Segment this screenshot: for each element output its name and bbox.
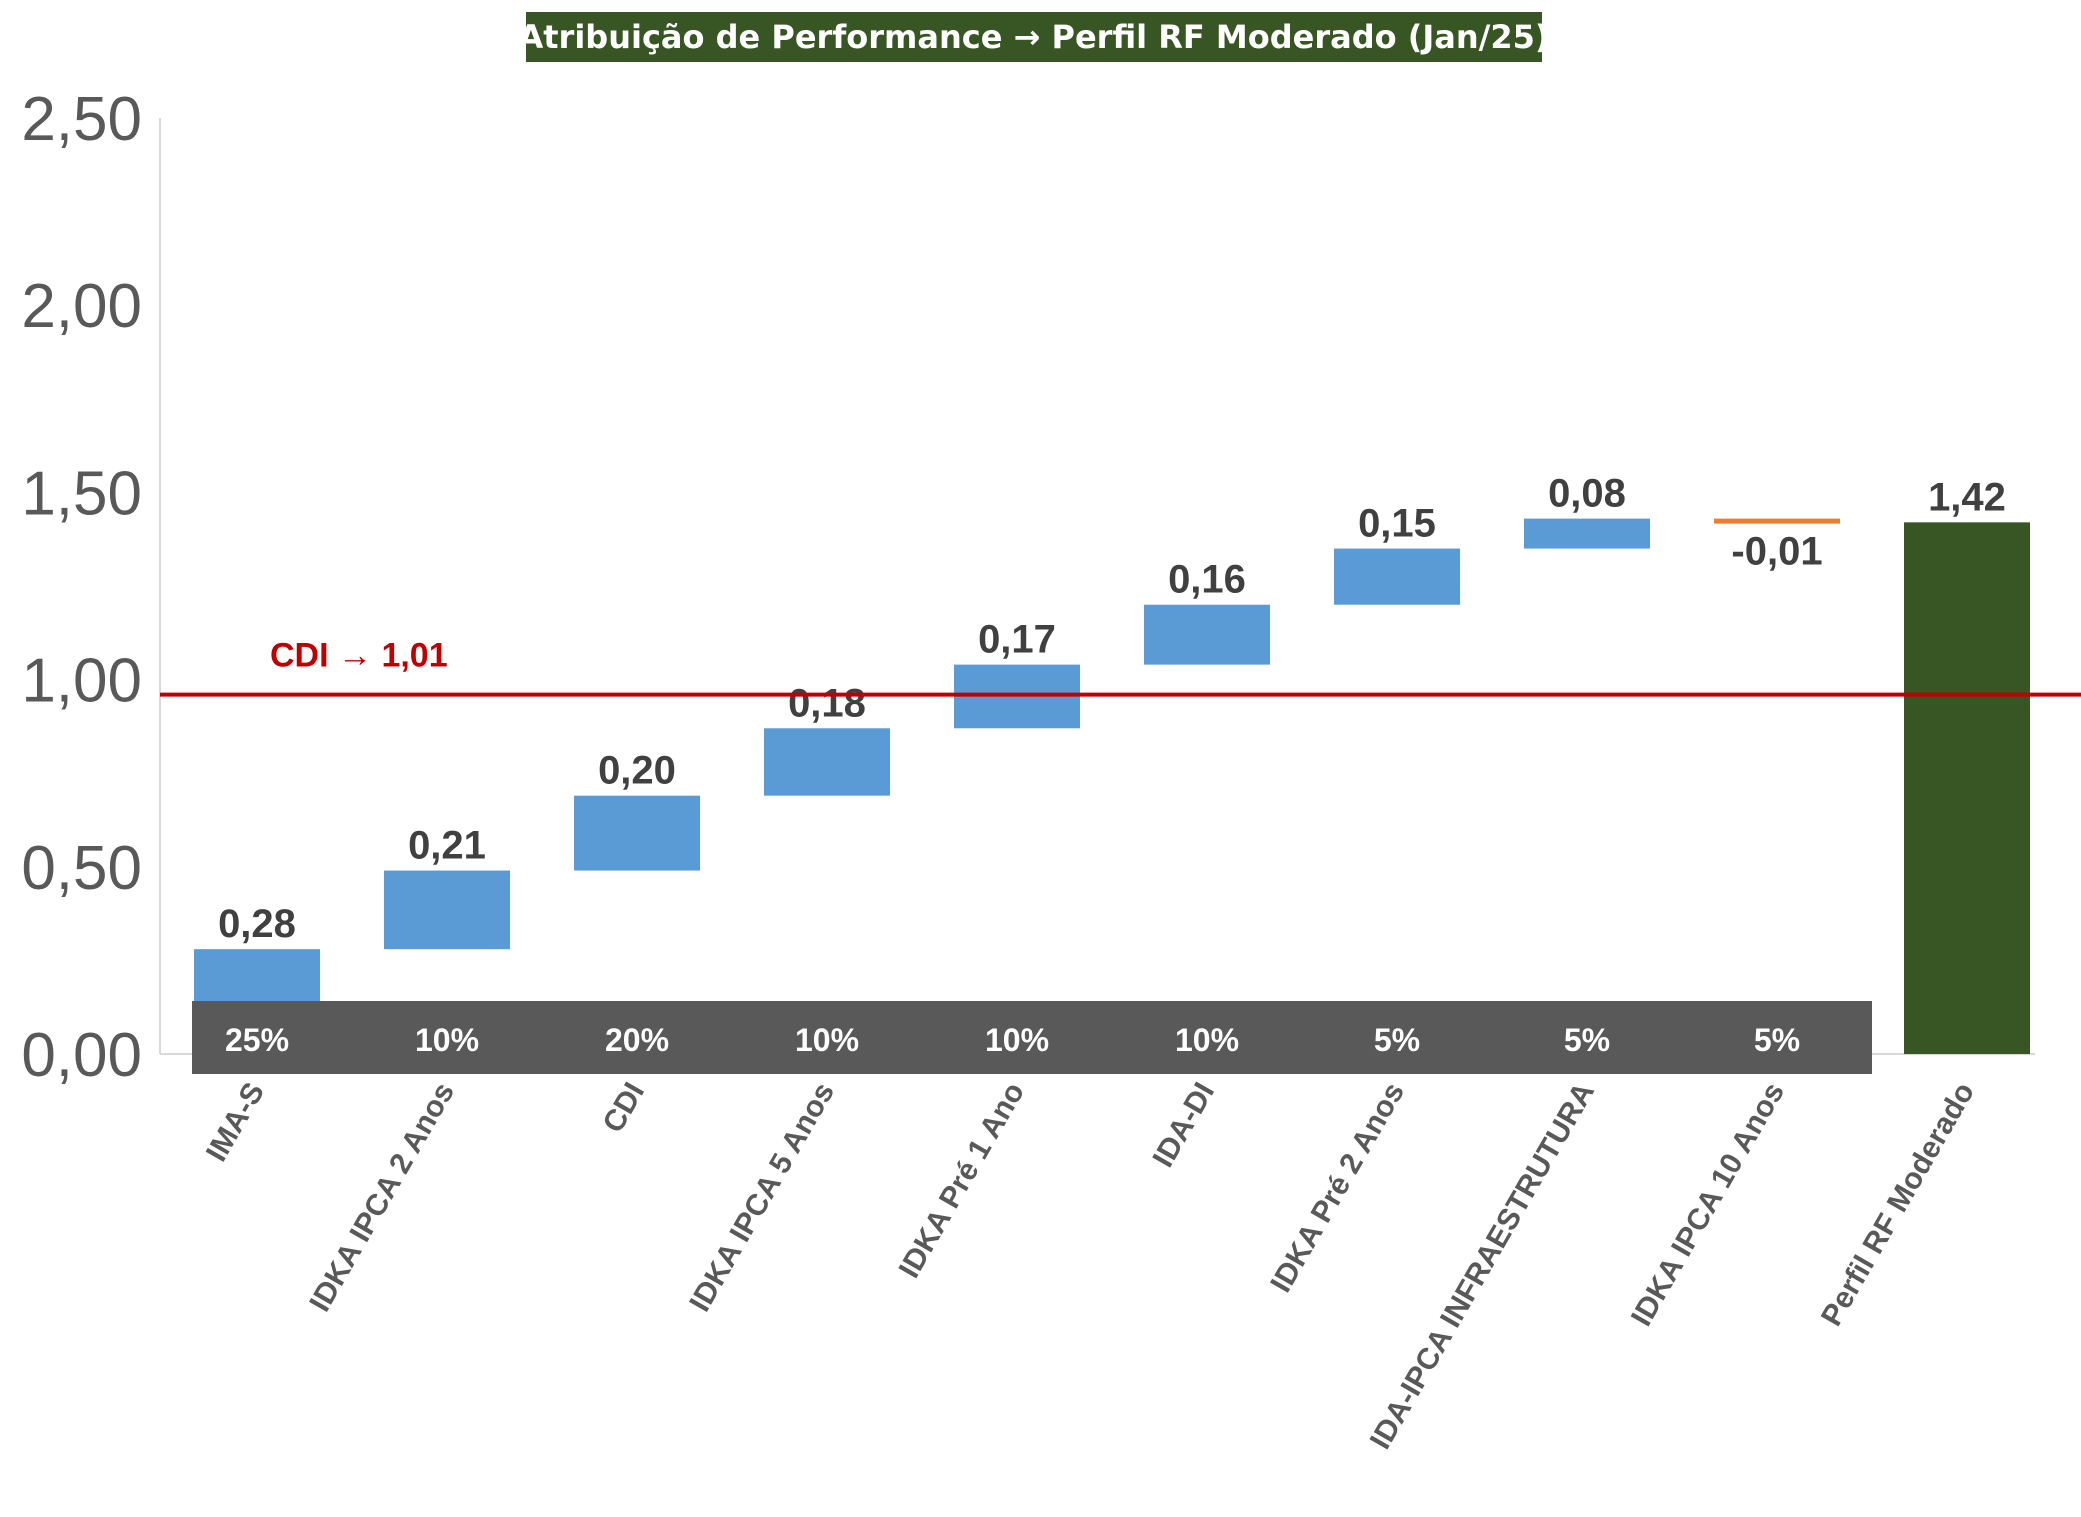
x-category-label: IDA-IPCA INFRAESTRUTURA <box>1364 1077 1601 1455</box>
y-axis: 0,00 0,50 1,00 1,50 2,00 2,50 <box>21 85 2035 1090</box>
y-tick-label: 2,50 <box>21 85 142 154</box>
increase-bar <box>1524 518 1650 549</box>
bar-value-label: 0,16 <box>1168 558 1246 602</box>
y-tick-label: 1,50 <box>21 459 142 528</box>
x-category-label: IMA-S <box>200 1077 271 1167</box>
y-tick-label: 2,00 <box>21 272 142 341</box>
bar-value-label: -0,01 <box>1731 529 1822 573</box>
weight-band: 25% 10% 20% 10% 10% 10% 5% 5% 5% <box>192 1001 1872 1074</box>
weight-label: 20% <box>605 1022 669 1058</box>
weight-label: 5% <box>1754 1022 1800 1058</box>
increase-bar <box>764 728 890 796</box>
bar-value-label: 1,42 <box>1928 475 2006 519</box>
increase-bar <box>574 795 700 871</box>
y-tick-label: 1,00 <box>21 647 142 716</box>
weight-label: 5% <box>1374 1022 1420 1058</box>
x-axis-labels: IMA-S IDKA IPCA 2 Anos CDI IDKA IPCA 5 Anos… <box>200 1077 1981 1455</box>
weight-label: 10% <box>795 1022 859 1058</box>
reference-line-group: CDI → 1,01 <box>160 637 2081 697</box>
bar-value-label: 0,21 <box>408 824 486 868</box>
weight-label: 25% <box>225 1022 289 1058</box>
weight-label: 5% <box>1564 1022 1610 1058</box>
increase-bar <box>1334 548 1460 605</box>
x-category-label: IDKA IPCA 5 Anos <box>683 1077 841 1317</box>
chart-title-group: Atribuição de Performance → Perfil RF Mo… <box>518 12 1550 62</box>
bar-value-label: 0,15 <box>1358 502 1436 546</box>
decrease-bar <box>1714 518 1840 524</box>
total-bar <box>1904 522 2030 1054</box>
x-category-label: IDKA Pré 2 Anos <box>1264 1077 1411 1298</box>
y-tick-label: 0,50 <box>21 834 142 903</box>
bar-value-label: 0,18 <box>788 681 866 725</box>
increase-bar <box>1144 604 1270 665</box>
bar-value-label: 0,20 <box>598 749 676 793</box>
weight-label: 10% <box>985 1022 1049 1058</box>
cdi-reference-label: CDI → 1,01 <box>270 637 448 675</box>
bars: 0,28 0,21 0,20 0,18 0,17 0,16 0,15 0,08 -0,01 1,4… <box>194 472 2030 1054</box>
x-category-label: CDI <box>597 1077 651 1138</box>
x-category-label: IDA-DI <box>1147 1077 1221 1173</box>
bar-value-label: 0,08 <box>1548 472 1626 516</box>
chart-title: Atribuição de Performance → Perfil RF Mo… <box>518 18 1549 56</box>
x-category-label: IDKA IPCA 2 Anos <box>303 1077 461 1317</box>
bar-value-label: 0,17 <box>978 618 1056 662</box>
weight-label: 10% <box>415 1022 479 1058</box>
chart-title-background <box>526 12 1542 62</box>
x-category-label: Perfil RF Moderado <box>1815 1077 1981 1332</box>
y-tick-label: 0,00 <box>21 1021 142 1090</box>
weight-label: 10% <box>1175 1022 1239 1058</box>
weight-band-background <box>192 1001 1872 1074</box>
x-category-label: IDKA Pré 1 Ano <box>893 1077 1031 1284</box>
bar-value-label: 0,28 <box>218 902 296 946</box>
increase-bar <box>384 870 510 950</box>
x-category-label: IDKA IPCA 10 Anos <box>1625 1077 1791 1332</box>
